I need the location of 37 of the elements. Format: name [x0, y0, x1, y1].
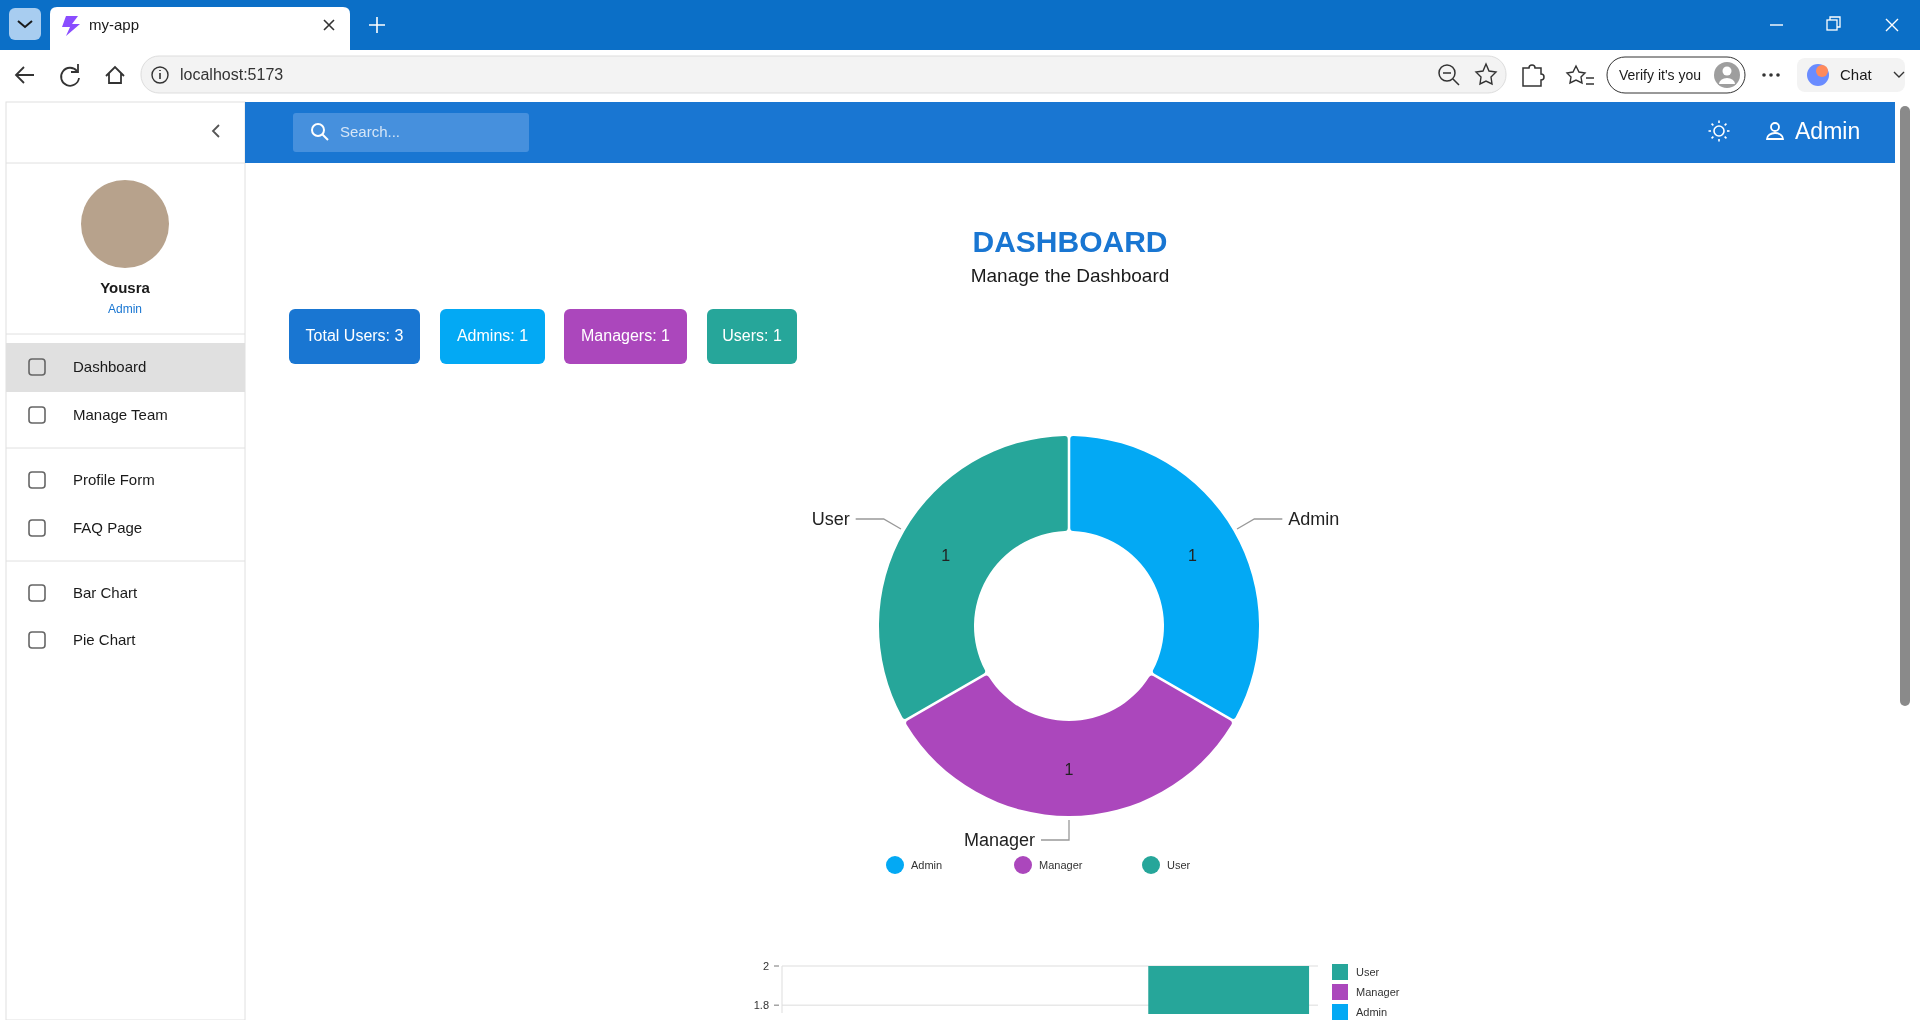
- text: Users: 1: [722, 327, 782, 344]
- text: Dashboard: [73, 358, 147, 375]
- text: Bar Chart: [73, 584, 139, 601]
- legend-label: User: [1356, 966, 1380, 978]
- text: Manage Team: [73, 406, 168, 423]
- text: Admins: 1: [456, 327, 529, 344]
- text: Chat: [1840, 66, 1873, 83]
- text: Admin: [107, 302, 143, 316]
- legend-label: User: [1167, 859, 1191, 871]
- text: Search...: [340, 123, 401, 140]
- text: FAQ Page: [73, 519, 143, 536]
- slice-label: Admin: [1288, 509, 1340, 529]
- slice-label: User: [811, 509, 850, 529]
- text: localhost:5173: [180, 66, 284, 83]
- chart-subtitle: Manage the Dashboard: [970, 265, 1170, 286]
- donut-slice: [879, 436, 1068, 719]
- donut-slice: [906, 675, 1232, 816]
- chart-title: DASHBOARD: [972, 225, 1168, 258]
- text: Total Users: 3: [305, 327, 404, 344]
- text: Pie Chart: [73, 631, 137, 648]
- data-label: 1: [1187, 546, 1197, 564]
- text: Yousra: [100, 279, 151, 296]
- slice-label: Manager: [963, 830, 1035, 850]
- y-tick-label: 1.8: [753, 999, 769, 1012]
- text: Admin: [1795, 118, 1861, 144]
- data-label: 1: [1064, 760, 1074, 778]
- donut-slice: [1070, 436, 1259, 719]
- data-label: 1: [941, 546, 951, 564]
- legend-label: Admin: [1356, 1006, 1388, 1018]
- text: my-app: [89, 16, 140, 33]
- y-tick-label: 2: [762, 960, 769, 972]
- legend-label: Admin: [911, 859, 943, 871]
- legend-label: Manager: [1039, 859, 1083, 871]
- legend-label: Manager: [1356, 986, 1400, 998]
- text: Managers: 1: [581, 327, 671, 344]
- text: Profile Form: [73, 471, 155, 488]
- text: Verify it's you: [1619, 67, 1702, 83]
